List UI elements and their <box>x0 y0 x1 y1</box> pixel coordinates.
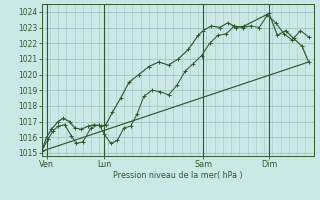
X-axis label: Pression niveau de la mer( hPa ): Pression niveau de la mer( hPa ) <box>113 171 243 180</box>
